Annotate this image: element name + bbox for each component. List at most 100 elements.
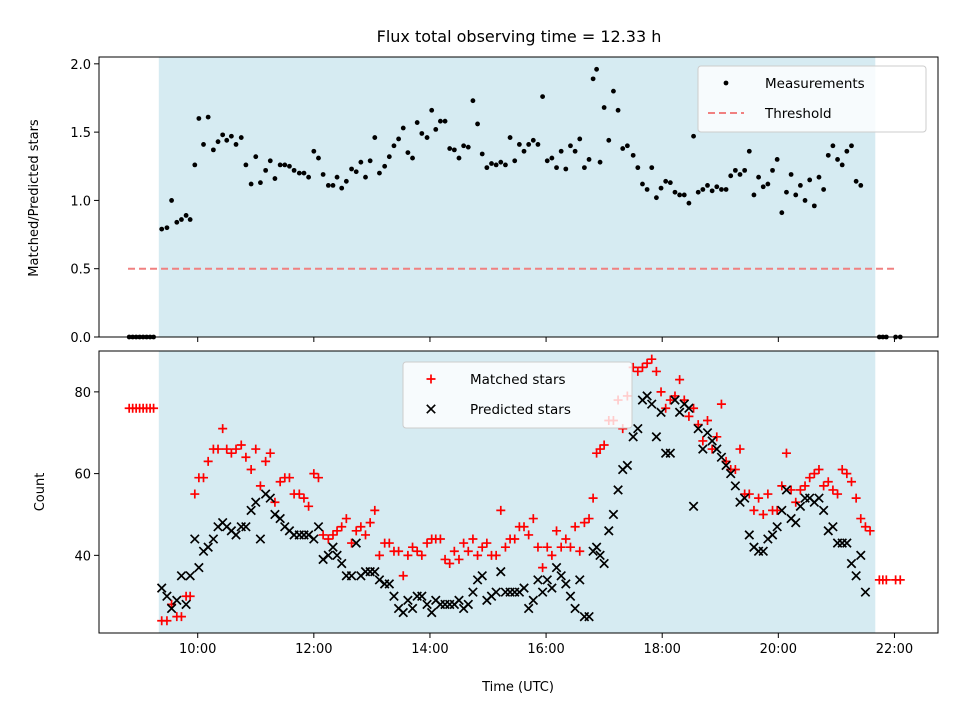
matched-star-point xyxy=(772,505,782,515)
matched-star-point xyxy=(510,534,520,544)
matched-star-point xyxy=(270,497,280,507)
predicted-star-point xyxy=(674,407,685,418)
measurement-point xyxy=(424,135,430,140)
predicted-star-point xyxy=(309,534,319,544)
predicted-star-point xyxy=(790,517,801,528)
matched-star-point xyxy=(828,485,838,495)
measurement-point xyxy=(535,142,541,147)
predicted-star-point xyxy=(407,603,418,614)
matched-star-point xyxy=(463,546,473,556)
matched-star-point xyxy=(865,526,875,536)
y-tick-label: 60 xyxy=(74,468,91,483)
measurement-point xyxy=(187,217,193,222)
measurement-point xyxy=(615,107,621,113)
matched-star-point xyxy=(819,481,829,491)
measurement-point xyxy=(320,172,326,177)
matched-star-point xyxy=(491,550,501,560)
matched-star-point xyxy=(595,444,605,454)
matched-star-point xyxy=(241,452,251,462)
matched-star-point xyxy=(637,362,647,372)
matched-star-point xyxy=(477,542,487,552)
predicted-star-point xyxy=(670,395,680,405)
measurement-point xyxy=(577,136,583,142)
matched-star-point xyxy=(777,481,787,491)
measurement-point xyxy=(821,187,827,192)
measurement-point xyxy=(672,189,678,195)
predicted-star-point xyxy=(744,530,755,540)
measurement-point xyxy=(419,131,425,136)
matched-star-point xyxy=(599,440,609,450)
measurement-point xyxy=(484,165,490,171)
matched-star-point xyxy=(251,444,261,454)
matched-star-point xyxy=(222,444,232,454)
measurement-point xyxy=(516,142,522,147)
predicted-star-point xyxy=(707,436,717,446)
measurement-point xyxy=(330,182,336,188)
predicted-star-point xyxy=(332,550,342,561)
measurement-point xyxy=(793,192,799,198)
matched-star-point xyxy=(482,538,492,548)
measurement-point xyxy=(414,120,420,125)
predicted-star-point xyxy=(556,570,566,581)
legend-marker-swatch xyxy=(426,404,436,414)
measurement-point xyxy=(475,121,480,127)
predicted-star-point xyxy=(246,505,256,516)
bottom-marks xyxy=(124,354,905,626)
matched-star-point xyxy=(337,522,347,532)
measurement-point xyxy=(174,219,180,225)
legend-box xyxy=(697,65,927,133)
matched-star-point xyxy=(231,444,241,454)
matched-star-point xyxy=(500,542,510,552)
top-legend: Measurements Threshold xyxy=(697,65,927,133)
predicted-star-point xyxy=(725,468,736,479)
measurement-point xyxy=(282,162,288,168)
matched-star-point xyxy=(542,542,552,552)
matched-star-point xyxy=(735,444,745,454)
predicted-star-point xyxy=(613,485,623,495)
measurement-point xyxy=(503,162,508,168)
matched-star-point xyxy=(318,530,328,540)
predicted-star-point xyxy=(547,583,557,593)
measurement-point xyxy=(746,148,752,154)
y-tick-label: 0.0 xyxy=(70,331,91,346)
measurement-point xyxy=(386,154,392,160)
predicted-star-point xyxy=(454,595,464,606)
matched-star-point xyxy=(468,534,478,544)
predicted-star-point xyxy=(739,493,750,503)
predicted-star-point xyxy=(565,591,576,602)
measurement-point xyxy=(183,213,189,218)
measurement-point xyxy=(530,137,536,143)
measurement-point xyxy=(179,217,184,222)
matched-star-point xyxy=(284,473,294,483)
measurement-point xyxy=(253,154,259,160)
predicted-star-point xyxy=(275,513,285,524)
measurement-point xyxy=(405,150,411,156)
matched-star-point xyxy=(698,436,708,446)
matched-star-point xyxy=(435,534,445,544)
y-tick-label: 1.5 xyxy=(70,126,91,141)
predicted-star-point xyxy=(591,542,602,552)
matched-star-point xyxy=(459,538,469,548)
matched-star-point xyxy=(730,465,740,475)
predicted-star-point xyxy=(166,603,177,614)
matched-star-point xyxy=(449,546,459,556)
measurement-point xyxy=(760,184,766,190)
predicted-star-point xyxy=(646,399,657,409)
matched-star-point xyxy=(744,489,754,499)
measurement-point xyxy=(788,172,794,177)
matched-star-point xyxy=(199,473,209,483)
measurement-point xyxy=(358,159,364,165)
measurement-point xyxy=(667,180,673,186)
matched-star-point xyxy=(749,505,759,515)
predicted-star-point xyxy=(426,607,437,618)
measurement-point xyxy=(558,148,564,154)
predicted-star-point xyxy=(772,521,782,532)
predicted-star-point xyxy=(570,603,580,614)
measurement-point xyxy=(849,143,854,149)
matched-star-point xyxy=(190,489,200,499)
matched-star-point xyxy=(786,485,796,495)
matched-star-point xyxy=(712,432,722,442)
measurement-point xyxy=(624,143,630,149)
matched-star-point xyxy=(304,501,314,511)
matched-star-point xyxy=(656,387,666,397)
